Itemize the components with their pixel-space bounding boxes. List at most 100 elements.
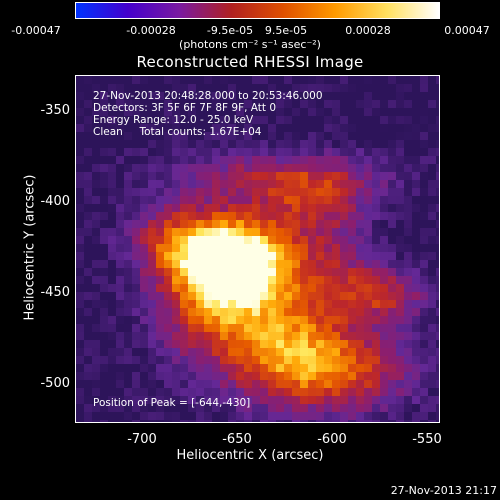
image-pixel: [316, 132, 325, 141]
image-pixel: [100, 76, 109, 85]
image-pixel: [316, 388, 325, 397]
image-pixel: [348, 356, 357, 365]
image-pixel: [156, 220, 165, 229]
image-pixel: [428, 300, 437, 309]
image-pixel: [300, 308, 309, 317]
image-pixel: [236, 172, 245, 181]
image-pixel: [180, 364, 189, 373]
image-pixel: [164, 252, 173, 261]
image-pixel: [148, 244, 157, 253]
image-pixel: [236, 76, 245, 85]
image-pixel: [228, 396, 237, 405]
image-pixel: [156, 396, 165, 405]
image-pixel: [116, 252, 125, 261]
image-pixel: [180, 92, 189, 101]
image-pixel: [188, 164, 197, 173]
image-pixel: [252, 156, 261, 165]
image-pixel: [404, 180, 413, 189]
image-pixel: [84, 132, 93, 141]
image-pixel: [100, 292, 109, 301]
image-pixel: [252, 76, 261, 85]
image-pixel: [244, 196, 253, 205]
image-pixel: [316, 292, 325, 301]
image-pixel: [420, 140, 429, 149]
image-pixel: [388, 124, 397, 133]
image-pixel: [260, 396, 269, 405]
image-pixel: [164, 324, 173, 333]
image-pixel: [172, 180, 181, 189]
image-pixel: [268, 92, 277, 101]
image-pixel: [108, 148, 117, 157]
colorbar-tick: -9.5e-05: [206, 24, 254, 37]
image-pixel: [180, 292, 189, 301]
image-pixel: [92, 228, 101, 237]
image-pixel: [356, 76, 365, 85]
image-pixel: [124, 244, 133, 253]
image-pixel: [204, 300, 213, 309]
image-pixel: [164, 404, 173, 413]
image-pixel: [84, 324, 93, 333]
image-pixel: [308, 148, 317, 157]
image-pixel: [124, 228, 133, 237]
image-pixel: [180, 220, 189, 229]
image-pixel: [356, 236, 365, 245]
image-pixel: [420, 212, 429, 221]
image-pixel: [76, 124, 85, 133]
image-pixel: [92, 340, 101, 349]
image-pixel: [268, 404, 277, 413]
image-pixel: [212, 364, 221, 373]
image-pixel: [116, 284, 125, 293]
image-pixel: [204, 244, 213, 253]
image-pixel: [124, 316, 133, 325]
colorbar-tick: -0.00028: [126, 24, 176, 37]
image-pixel: [324, 84, 333, 93]
image-pixel: [436, 380, 439, 389]
image-pixel: [260, 252, 269, 261]
image-pixel: [236, 364, 245, 373]
image-pixel: [372, 212, 381, 221]
image-pixel: [100, 260, 109, 269]
image-pixel: [100, 212, 109, 221]
image-pixel: [172, 92, 181, 101]
image-pixel: [180, 180, 189, 189]
image-pixel: [212, 204, 221, 213]
image-pixel: [412, 332, 421, 341]
image-pixel: [244, 388, 253, 397]
image-pixel: [300, 196, 309, 205]
image-pixel: [252, 364, 261, 373]
image-pixel: [388, 156, 397, 165]
image-pixel: [124, 164, 133, 173]
image-pixel: [140, 364, 149, 373]
image-pixel: [396, 244, 405, 253]
image-pixel: [436, 316, 439, 325]
image-pixel: [228, 324, 237, 333]
image-pixel: [372, 100, 381, 109]
image-pixel: [372, 180, 381, 189]
image-pixel: [84, 300, 93, 309]
image-pixel: [388, 84, 397, 93]
image-pixel: [436, 212, 439, 221]
image-pixel: [412, 108, 421, 117]
image-pixel: [180, 76, 189, 85]
image-pixel: [188, 180, 197, 189]
image-pixel: [132, 412, 141, 421]
image-pixel: [148, 380, 157, 389]
image-pixel: [124, 180, 133, 189]
image-pixel: [300, 180, 309, 189]
image-pixel: [180, 252, 189, 261]
image-pixel: [364, 316, 373, 325]
image-pixel: [148, 140, 157, 149]
image-pixel: [364, 236, 373, 245]
image-pixel: [404, 252, 413, 261]
image-pixel: [292, 348, 301, 357]
image-pixel: [364, 388, 373, 397]
image-pixel: [404, 164, 413, 173]
image-pixel: [92, 124, 101, 133]
image-pixel: [244, 308, 253, 317]
image-pixel: [212, 132, 221, 141]
image-pixel: [428, 292, 437, 301]
image-pixel: [292, 260, 301, 269]
image-pixel: [260, 332, 269, 341]
image-pixel: [396, 300, 405, 309]
image-pixel: [316, 212, 325, 221]
